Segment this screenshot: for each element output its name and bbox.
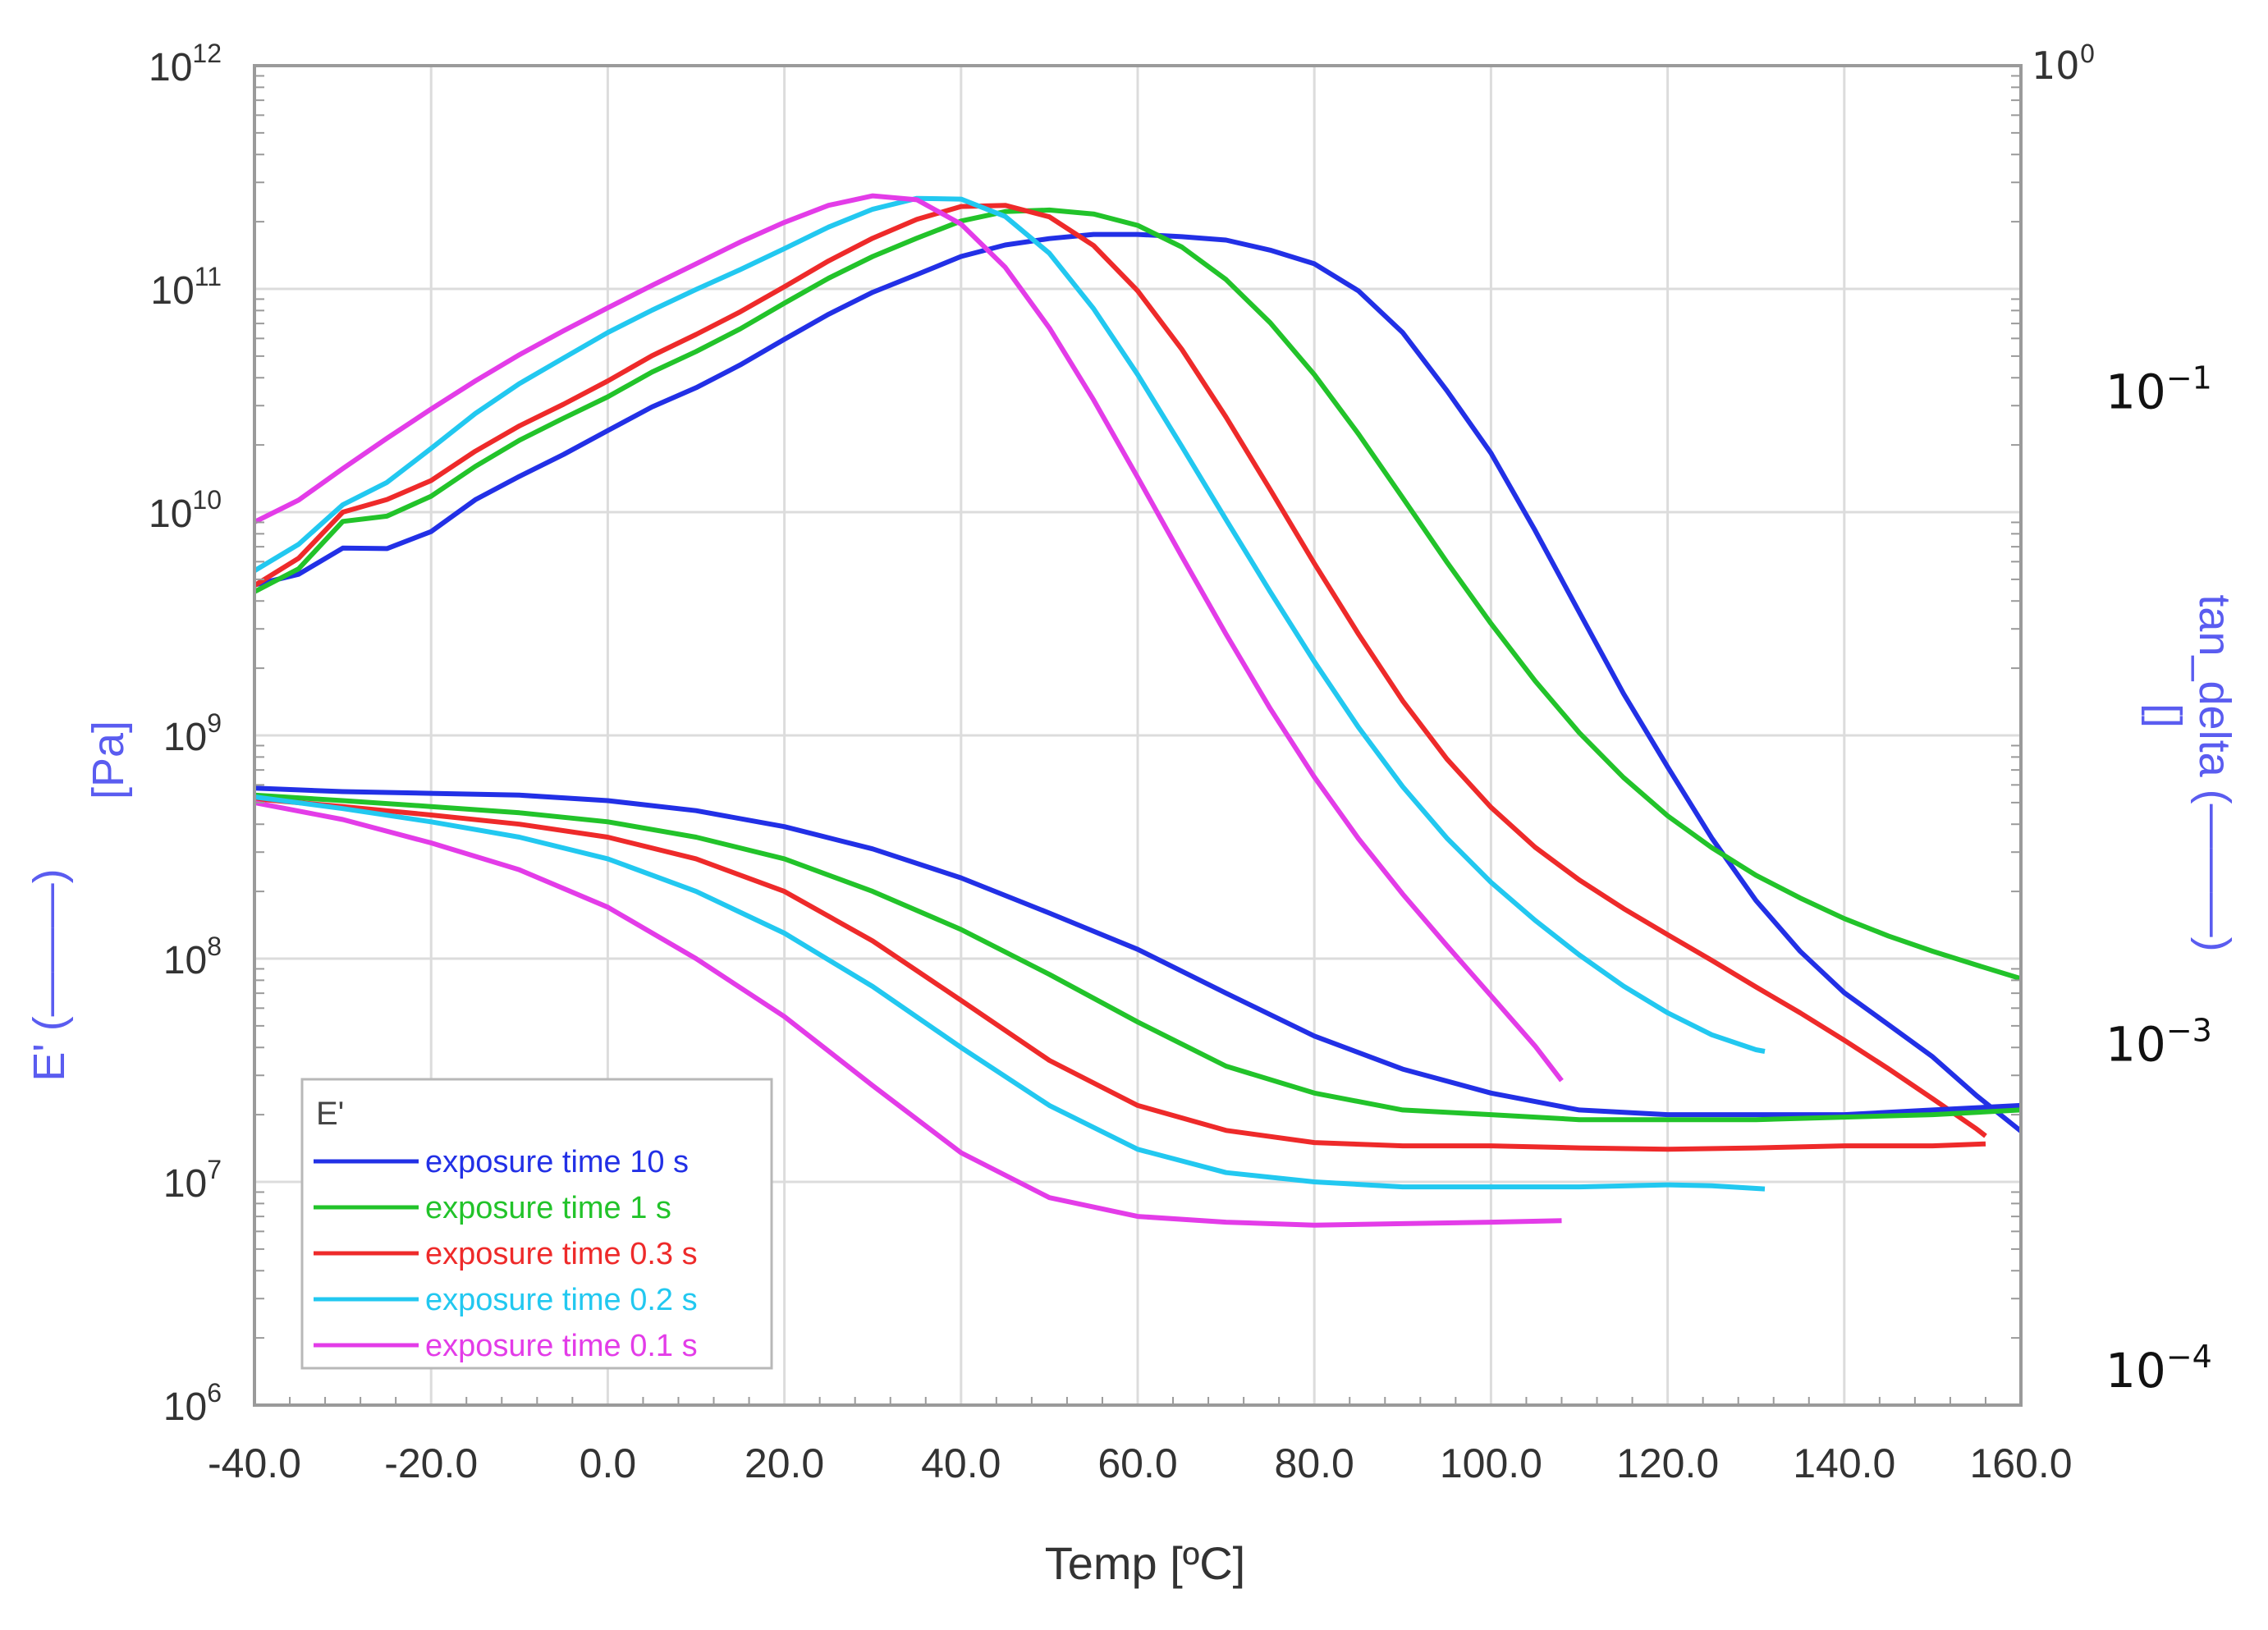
tick-marks (254, 75, 2021, 1405)
x-tick-label: 80.0 (1275, 1440, 1354, 1486)
legend-title: E' (316, 1096, 344, 1132)
tan-delta-line-exposure-time-0_1-s (253, 193, 1564, 1083)
x-tick-label: 40.0 (921, 1440, 1001, 1486)
y-right-tick-label: 10−1 (2105, 360, 2212, 420)
y-left-tick-label: 109 (163, 708, 222, 759)
y-left-tick-label: 1010 (149, 485, 222, 536)
y-left-tick-label: 106 (163, 1378, 222, 1429)
legend-box (300, 1078, 773, 1370)
y-right-tick-label: 10−4 (2105, 1339, 2212, 1399)
e-prime-line-exposure-time-0_1-s (254, 799, 1562, 1228)
legend-label: exposure time 1 s (425, 1191, 671, 1225)
tan-delta-line-exposure-time-1-s (253, 207, 2022, 982)
x-tick-label: 140.0 (1793, 1440, 1895, 1486)
y-right-tick-label: 100 (2032, 40, 2096, 88)
e-prime-line-exposure-time-0_3-s (254, 796, 1986, 1152)
e-prime-line-exposure-time-10-s (254, 785, 2022, 1118)
y-right-axis-label: tan_delta (———) (2190, 594, 2239, 951)
legend-label: exposure time 0.3 s (425, 1237, 698, 1271)
legend-label: exposure time 0.1 s (425, 1329, 698, 1363)
y-left-axis-ticks: 1012 1011 1010 109 108 107 106 (149, 39, 222, 1429)
x-tick-label: -40.0 (208, 1440, 301, 1486)
x-tick-label: 100.0 (1440, 1440, 1542, 1486)
y-left-tick-label: 107 (163, 1155, 222, 1206)
legend-label: exposure time 0.2 s (425, 1283, 698, 1317)
e-prime-series (254, 785, 2022, 1228)
y-left-axis-unit: [Pa] (84, 721, 133, 799)
x-tick-label: -20.0 (384, 1440, 478, 1486)
legend-items: exposure time 10 s exposure time 1 s expos… (314, 1145, 698, 1363)
y-left-tick-label: 108 (163, 932, 222, 982)
y-left-axis-unit-text: [Pa] (84, 721, 133, 799)
legend-label: exposure time 10 s (425, 1145, 689, 1179)
x-tick-label: 120.0 (1616, 1440, 1719, 1486)
plot-frame (253, 64, 2023, 1407)
x-axis-ticks: -40.0 -20.0 0.0 20.0 40.0 60.0 80.0 100.0 120.0 1… (208, 1440, 2073, 1486)
tan-delta-line-exposure-time-0_3-s (253, 203, 1987, 1138)
y-right-axis-title: tan_delta (———) (2190, 594, 2239, 951)
x-tick-label: 0.0 (580, 1440, 637, 1486)
y-left-tick-label: 1012 (149, 39, 222, 89)
x-tick-label: 160.0 (1969, 1440, 2072, 1486)
x-tick-label: 20.0 (745, 1440, 824, 1486)
tan-delta-line-exposure-time-0_2-s (253, 195, 1766, 1054)
x-tick-label: 60.0 (1097, 1440, 1177, 1486)
y-left-tick-label: 1011 (150, 262, 222, 313)
y-right-axis-ticks: 100 10−1 10−3 10−4 (2032, 40, 2212, 1399)
y-right-axis-unit-text: [] (2141, 703, 2190, 728)
x-axis-title: Temp [ºC] (1045, 1537, 1246, 1589)
y-right-axis-unit: [] (2141, 703, 2190, 728)
tan-delta-series (253, 193, 2023, 1138)
y-left-axis-title: E' (———) (25, 868, 74, 1081)
e-prime-line-exposure-time-0_2-s (254, 794, 1766, 1192)
y-left-axis-label: E' (———) (25, 868, 74, 1081)
y-right-tick-label: 10−3 (2105, 1013, 2212, 1073)
e-prime-line-exposure-time-1-s (254, 792, 2022, 1123)
